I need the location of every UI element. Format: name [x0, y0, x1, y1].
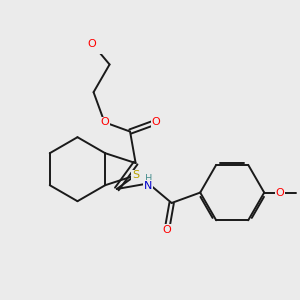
Text: O: O — [151, 117, 160, 127]
Text: O: O — [88, 39, 97, 49]
Text: N: N — [144, 181, 152, 191]
Text: O: O — [276, 188, 285, 198]
Text: O: O — [100, 117, 109, 127]
Text: O: O — [163, 225, 171, 235]
Text: H: H — [145, 174, 152, 184]
Text: S: S — [132, 170, 139, 180]
